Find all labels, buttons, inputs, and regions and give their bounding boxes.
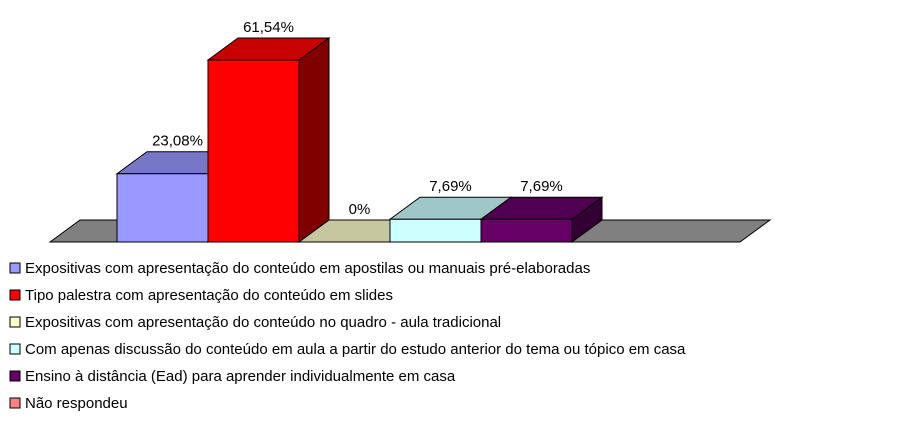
legend-swatch bbox=[9, 262, 21, 274]
legend-swatch bbox=[9, 397, 21, 409]
legend-label: Não respondeu bbox=[25, 395, 128, 412]
bar bbox=[207, 59, 300, 243]
bar bbox=[480, 218, 573, 243]
legend-label: Expositivas com apresentação do conteúdo… bbox=[25, 260, 590, 277]
legend-label: Tipo palestra com apresentação do conteú… bbox=[25, 287, 393, 304]
legend-label: Com apenas discussão do conteúdo em aula… bbox=[25, 341, 686, 358]
data-label: 23,08% bbox=[152, 133, 203, 150]
data-label: 0% bbox=[349, 201, 371, 218]
data-label: 7,69% bbox=[429, 178, 472, 195]
legend-swatch bbox=[9, 343, 21, 355]
bar bbox=[389, 218, 482, 243]
data-label: 61,54% bbox=[243, 19, 294, 36]
legend-swatch bbox=[9, 289, 21, 301]
legend-swatch bbox=[9, 316, 21, 328]
legend-label: Expositivas com apresentação do conteúdo… bbox=[25, 314, 501, 331]
legend-label: Ensino à distância (Ead) para aprender i… bbox=[25, 368, 456, 385]
legend-swatch bbox=[9, 370, 21, 382]
data-label: 7,69% bbox=[520, 178, 563, 195]
bar bbox=[116, 173, 209, 243]
bar-side bbox=[298, 37, 330, 243]
